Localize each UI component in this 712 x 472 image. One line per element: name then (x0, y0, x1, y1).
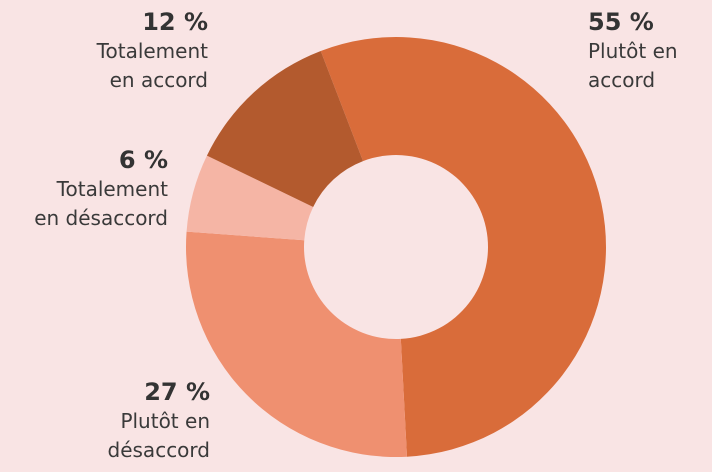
slice-label: 12 % Totalement en accord (97, 8, 208, 95)
value-label: 55 % (588, 8, 654, 36)
value-label: 12 % (142, 8, 208, 36)
slice-label: 27 % Plutôt en désaccord (108, 378, 210, 465)
slice-label: 55 % Plutôt en accord (588, 8, 678, 95)
category-label: Plutôt en désaccord (107, 409, 210, 462)
value-label: 6 % (118, 146, 168, 174)
slice-label: 6 % Totalement en désaccord (34, 146, 168, 233)
category-label: Totalement en accord (96, 39, 208, 92)
category-label: Totalement en désaccord (34, 177, 168, 230)
donut-slice (206, 50, 364, 207)
category-label: Plutôt en accord (588, 39, 678, 92)
donut-slice (186, 155, 314, 241)
value-label: 27 % (144, 378, 210, 406)
donut-slice (320, 36, 607, 457)
donut-slice (186, 231, 407, 457)
